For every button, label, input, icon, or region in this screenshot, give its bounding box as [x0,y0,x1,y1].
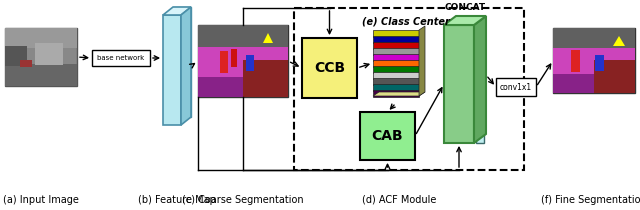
Polygon shape [373,84,419,91]
Polygon shape [373,42,419,49]
Bar [302,38,357,98]
Polygon shape [163,7,191,15]
Polygon shape [613,36,625,46]
Polygon shape [373,48,419,55]
Text: CONCAT: CONCAT [444,3,486,12]
Polygon shape [444,16,486,25]
Bar [553,48,635,74]
Bar [198,25,288,97]
Polygon shape [373,90,419,97]
Polygon shape [373,92,425,96]
Bar [5,28,77,86]
Bar [35,43,63,65]
Polygon shape [173,7,191,117]
Text: (d) ACF Module: (d) ACF Module [362,195,436,205]
Text: (c) Coarse Segmentation: (c) Coarse Segmentation [182,195,304,205]
Polygon shape [263,33,273,43]
Polygon shape [373,36,419,43]
Text: CCB: CCB [314,61,345,75]
Bar [92,50,150,66]
Polygon shape [373,78,419,85]
Polygon shape [419,26,425,96]
Bar [444,25,474,143]
Bar [595,55,604,71]
Bar [231,49,237,67]
Bar [198,77,253,97]
Bar [246,55,254,71]
Polygon shape [181,7,191,125]
Text: conv1x1: conv1x1 [500,83,532,92]
Bar [243,60,288,97]
Bar [476,30,484,143]
Bar [553,74,609,93]
Bar [456,18,466,136]
Bar [20,60,32,67]
Text: base network: base network [97,55,145,61]
Bar [5,64,77,86]
Polygon shape [373,60,419,67]
Polygon shape [373,54,419,61]
Bar [294,8,524,170]
Polygon shape [373,66,419,73]
Polygon shape [373,72,419,79]
Text: (a) Input Image: (a) Input Image [3,195,79,205]
Text: (f) Fine Segmentation: (f) Fine Segmentation [541,195,640,205]
Bar [571,50,580,72]
Bar [360,112,415,160]
Bar [198,25,288,47]
Text: CAB: CAB [372,129,403,143]
Polygon shape [373,30,419,37]
Polygon shape [474,16,486,143]
Bar [5,28,77,48]
Bar [594,60,635,93]
Bar [198,47,288,77]
Text: (e) Class Center: (e) Class Center [362,17,450,27]
Bar [553,28,635,93]
Bar [220,51,228,73]
Bar [496,78,536,96]
Bar [553,28,635,48]
Text: (b) Feature Map: (b) Feature Map [138,195,216,205]
Bar [5,46,27,66]
Bar [163,15,181,125]
